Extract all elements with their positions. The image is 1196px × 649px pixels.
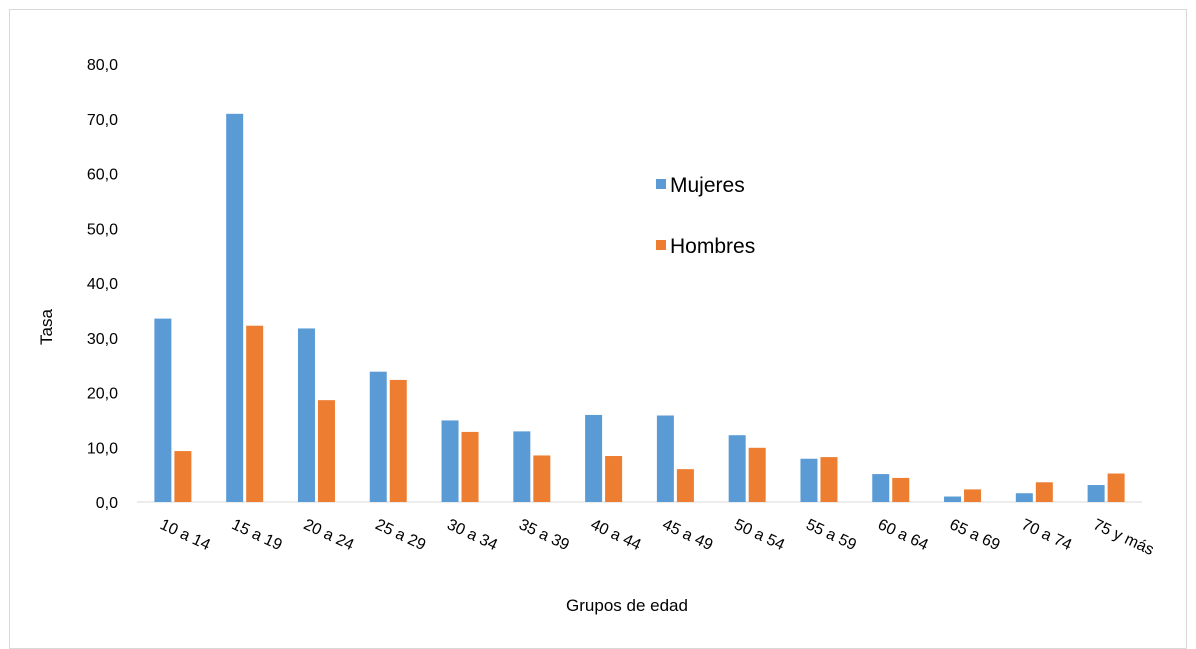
- bar-mujeres-11: [944, 496, 962, 502]
- y-tick-label: 80,0: [87, 57, 118, 74]
- y-tick-label: 40,0: [87, 276, 118, 293]
- y-tick-label: 0,0: [96, 495, 118, 512]
- bar-hombres-10: [892, 477, 910, 502]
- bar-mujeres-8: [728, 435, 746, 502]
- legend-swatch-mujeres: [656, 179, 666, 189]
- legend-label-hombres: Hombres: [670, 235, 755, 258]
- bar-mujeres-1: [226, 113, 244, 502]
- x-tick-label: 20 a 24: [301, 516, 357, 554]
- bar-chart: 0,0 10,0 20,0 30,0 40,0 50,0 60,0 70,0 80,0 10 a…: [37, 57, 1156, 615]
- bar-mujeres-9: [800, 458, 818, 502]
- x-tick-label: 35 a 39: [516, 516, 572, 554]
- y-tick-label: 50,0: [87, 221, 118, 238]
- legend: Mujeres Hombres: [656, 174, 755, 258]
- bar-hombres-12: [1035, 482, 1053, 502]
- x-tick-label: 60 a 64: [875, 516, 931, 554]
- bar-mujeres-3: [369, 371, 387, 502]
- x-tick-label: 40 a 44: [588, 516, 644, 554]
- bar-mujeres-10: [872, 474, 890, 502]
- bar-hombres-5: [533, 455, 551, 502]
- bars: [154, 113, 1125, 502]
- bar-hombres-8: [748, 447, 766, 502]
- bar-hombres-6: [605, 456, 623, 502]
- bar-mujeres-0: [154, 318, 172, 502]
- x-tick-label: 55 a 59: [803, 516, 859, 554]
- bar-mujeres-12: [1015, 493, 1033, 502]
- y-tick-label: 20,0: [87, 386, 118, 403]
- x-tick-label: 15 a 19: [229, 516, 285, 554]
- x-axis-ticks: 10 a 14 15 a 19 20 a 24 25 a 29 30 a 34 35 a …: [157, 516, 1156, 559]
- bar-mujeres-13: [1087, 485, 1105, 502]
- bar-hombres-1: [246, 325, 264, 502]
- y-axis-title: Tasa: [37, 309, 56, 345]
- y-tick-label: 60,0: [87, 167, 118, 184]
- bar-hombres-11: [964, 489, 982, 502]
- bar-mujeres-4: [441, 420, 459, 502]
- bar-hombres-7: [676, 469, 694, 502]
- y-tick-label: 30,0: [87, 331, 118, 348]
- bar-hombres-3: [389, 379, 407, 502]
- x-tick-label: 65 a 69: [947, 516, 1003, 554]
- chart-frame: [9, 9, 1187, 649]
- x-axis-title: Grupos de edad: [566, 596, 688, 615]
- bar-hombres-4: [461, 431, 479, 502]
- x-tick-label: 25 a 29: [373, 516, 429, 554]
- x-tick-label: 45 a 49: [660, 516, 716, 554]
- bar-hombres-9: [820, 457, 838, 502]
- bar-hombres-2: [317, 400, 335, 502]
- x-tick-label: 75 y más: [1090, 516, 1156, 559]
- x-tick-label: 50 a 54: [731, 516, 787, 554]
- x-tick-label: 30 a 34: [444, 516, 500, 554]
- bar-mujeres-5: [513, 431, 531, 502]
- x-tick-label: 10 a 14: [157, 516, 213, 554]
- bar-mujeres-6: [585, 414, 603, 502]
- bar-hombres-13: [1107, 473, 1125, 502]
- y-tick-label: 10,0: [87, 440, 118, 457]
- legend-swatch-hombres: [656, 240, 666, 250]
- bar-mujeres-7: [656, 415, 674, 502]
- legend-label-mujeres: Mujeres: [670, 174, 745, 197]
- bar-hombres-0: [174, 451, 192, 502]
- y-axis-ticks: 0,0 10,0 20,0 30,0 40,0 50,0 60,0 70,0 80,0: [87, 57, 118, 512]
- bar-mujeres-2: [297, 328, 315, 502]
- x-tick-label: 70 a 74: [1019, 516, 1075, 554]
- y-tick-label: 70,0: [87, 112, 118, 129]
